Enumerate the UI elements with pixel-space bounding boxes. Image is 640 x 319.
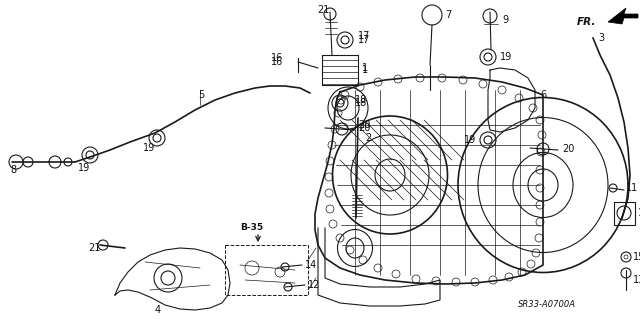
Text: 7: 7 (445, 10, 451, 20)
Text: 17: 17 (358, 35, 371, 45)
Text: 3: 3 (598, 33, 604, 43)
Text: 9: 9 (502, 15, 508, 25)
Text: 20: 20 (358, 123, 371, 133)
Text: FR.: FR. (577, 17, 596, 27)
Text: 13: 13 (633, 275, 640, 285)
Text: 14: 14 (305, 260, 317, 270)
Text: 10: 10 (638, 208, 640, 218)
Text: 8: 8 (10, 165, 16, 175)
Text: SR33-A0700A: SR33-A0700A (518, 300, 576, 309)
Text: 19: 19 (143, 143, 156, 153)
Text: 2: 2 (365, 133, 371, 143)
Text: 19: 19 (464, 135, 476, 145)
Text: B-35: B-35 (240, 224, 263, 233)
Text: 1: 1 (362, 63, 368, 73)
Text: 5: 5 (198, 90, 204, 100)
Text: 4: 4 (155, 305, 161, 315)
Text: 18: 18 (355, 98, 367, 108)
Text: 15: 15 (633, 252, 640, 262)
Text: 20: 20 (358, 120, 371, 130)
Text: 6: 6 (540, 90, 546, 100)
Text: 12: 12 (308, 280, 321, 290)
Text: 21: 21 (88, 243, 100, 253)
Text: 1: 1 (362, 65, 368, 75)
Text: 21: 21 (317, 5, 330, 15)
Text: 18: 18 (355, 95, 367, 105)
Text: 20: 20 (562, 144, 574, 154)
Text: 11: 11 (626, 183, 638, 193)
Text: 17: 17 (358, 31, 371, 41)
Bar (225, 245, 308, 295)
Text: 16: 16 (271, 53, 283, 63)
Text: 19: 19 (78, 163, 90, 173)
Polygon shape (608, 8, 638, 24)
Text: 19: 19 (500, 52, 512, 62)
Text: 16: 16 (271, 57, 283, 67)
